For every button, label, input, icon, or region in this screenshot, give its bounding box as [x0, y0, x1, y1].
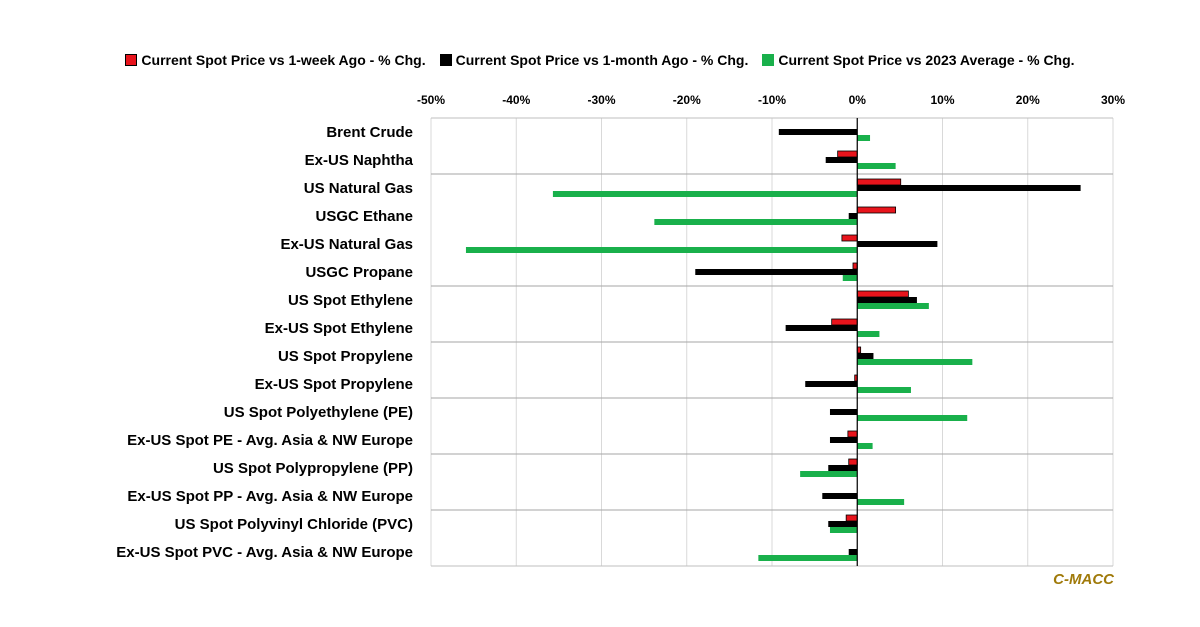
- x-tick-label: -30%: [587, 93, 615, 107]
- chart-legend: Current Spot Price vs 1-week Ago - % Chg…: [0, 50, 1200, 70]
- category-label: Brent Crude: [326, 124, 413, 141]
- bar-month: [785, 325, 858, 331]
- x-tick-label: -40%: [502, 93, 530, 107]
- category-label: Ex-US Spot PP - Avg. Asia & NW Europe: [127, 488, 413, 505]
- legend-swatch: [439, 54, 452, 66]
- bar-month: [857, 353, 874, 359]
- bar-week: [845, 514, 858, 522]
- bar-avg2023: [654, 219, 858, 225]
- category-label: US Natural Gas: [304, 180, 413, 197]
- category-label: Ex-US Spot PE - Avg. Asia & NW Europe: [127, 432, 413, 449]
- bar-week: [856, 290, 909, 298]
- bar-week: [852, 262, 858, 270]
- bar-month: [695, 269, 858, 275]
- category-label: US Spot Polypropylene (PP): [213, 460, 413, 477]
- bar-month: [825, 157, 858, 163]
- source-watermark: C-MACC: [1053, 571, 1114, 588]
- bar-week: [856, 206, 897, 214]
- bar-avg2023: [465, 247, 858, 253]
- bar-avg2023: [857, 499, 905, 505]
- legend-swatch: [125, 54, 138, 66]
- bar-avg2023: [800, 471, 858, 477]
- x-tick-label: 0%: [849, 93, 867, 107]
- bar-avg2023: [857, 163, 896, 169]
- bar-avg2023: [857, 443, 873, 449]
- x-tick-label: 10%: [930, 93, 954, 107]
- category-label: Ex-US Spot PVC - Avg. Asia & NW Europe: [116, 544, 413, 561]
- bar-month: [829, 409, 858, 415]
- bar-month: [857, 185, 1081, 191]
- bar-month: [778, 129, 858, 135]
- bar-avg2023: [842, 275, 858, 281]
- bar-week: [841, 234, 858, 242]
- bar-week: [831, 318, 858, 326]
- legend-swatch: [762, 54, 775, 66]
- bar-week: [856, 178, 902, 186]
- category-label: Ex-US Natural Gas: [280, 236, 413, 253]
- bar-avg2023: [758, 555, 858, 561]
- bar-week: [837, 150, 858, 158]
- bar-avg2023: [857, 331, 880, 337]
- legend-item: Current Spot Price vs 1-month Ago - % Ch…: [439, 50, 749, 70]
- bar-month: [829, 437, 858, 443]
- legend-item: Current Spot Price vs 2023 Average - % C…: [762, 50, 1075, 70]
- bar-month: [857, 297, 917, 303]
- legend-label: Current Spot Price vs 1-week Ago - % Chg…: [141, 52, 426, 68]
- bar-avg2023: [857, 359, 973, 365]
- bar-avg2023: [857, 387, 911, 393]
- bar-month: [857, 241, 938, 247]
- category-label: US Spot Propylene: [278, 348, 413, 365]
- category-label: Ex-US Spot Ethylene: [265, 320, 413, 337]
- legend-label: Current Spot Price vs 2023 Average - % C…: [778, 52, 1075, 68]
- bar-month: [848, 213, 858, 219]
- category-label: US Spot Polyvinyl Chloride (PVC): [175, 516, 413, 533]
- category-label: USGC Ethane: [315, 208, 413, 225]
- category-label: Ex-US Naphtha: [305, 152, 414, 169]
- bar-avg2023: [857, 303, 929, 309]
- bar-week: [848, 458, 858, 466]
- category-label: US Spot Ethylene: [288, 292, 413, 309]
- bar-month: [822, 493, 858, 499]
- legend-item: Current Spot Price vs 1-week Ago - % Chg…: [125, 50, 426, 70]
- x-tick-label: -20%: [673, 93, 701, 107]
- bar-week: [847, 430, 858, 438]
- x-tick-label: 30%: [1101, 93, 1125, 107]
- bar-avg2023: [857, 135, 871, 141]
- bar-month: [848, 549, 858, 555]
- bar-avg2023: [829, 527, 858, 533]
- bar-avg2023: [857, 415, 968, 421]
- category-label: USGC Propane: [305, 264, 413, 281]
- x-tick-label: -50%: [417, 93, 445, 107]
- category-label: Ex-US Spot Propylene: [255, 376, 413, 393]
- legend-label: Current Spot Price vs 1-month Ago - % Ch…: [455, 52, 749, 68]
- bar-month: [805, 381, 858, 387]
- bar-avg2023: [552, 191, 858, 197]
- bar-month: [828, 465, 858, 471]
- x-tick-label: 20%: [1016, 93, 1040, 107]
- category-label: US Spot Polyethylene (PE): [224, 404, 413, 421]
- bar-month: [828, 521, 858, 527]
- x-tick-label: -10%: [758, 93, 786, 107]
